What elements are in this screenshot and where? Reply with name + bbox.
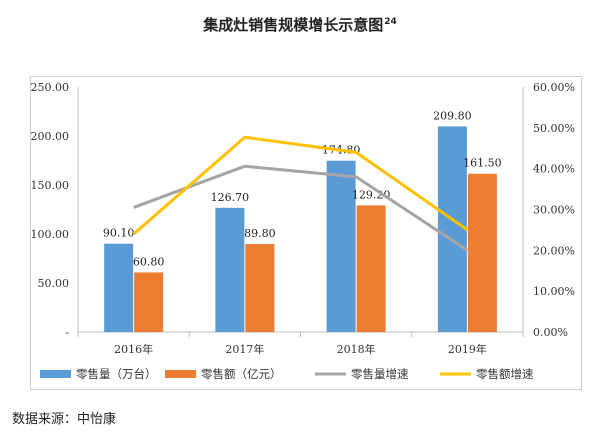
y-left-tick-label: 50.00 [38,277,70,290]
bar-data-label: 89.80 [244,227,276,240]
title-footnote: 24 [384,17,397,27]
y-right-tick-label: 0.00% [533,326,568,339]
bar [467,173,497,332]
legend-swatch [40,370,71,378]
legend-label: 零售量（万台） [76,367,157,381]
bar [437,126,467,332]
bar [326,160,356,332]
y-left-tick-label: 100.00 [31,228,70,241]
x-tick-label: 2016年 [114,342,153,356]
bar [215,207,245,332]
legend-label: 零售量增速 [351,367,409,381]
x-tick-label: 2018年 [337,342,376,356]
bar [245,243,275,332]
x-tick-label: 2019年 [448,342,487,356]
bar-data-label: 209.80 [433,109,472,122]
y-right-tick-label: 30.00% [533,204,575,217]
bar-data-label: 126.70 [211,191,250,204]
y-right-tick-label: 50.00% [533,122,575,135]
bar-data-label: 90.10 [103,227,135,240]
y-right-tick-label: 10.00% [533,285,575,298]
series-line [133,164,469,252]
bar-data-label: 161.50 [463,157,502,170]
y-left-tick-label: 200.00 [31,130,70,143]
bar [134,272,164,332]
y-left-tick-label: - [65,326,69,339]
chart-title: 集成灶销售规模增长示意图24 [203,16,397,34]
series-line [132,135,469,236]
source-note: 数据来源：中怡康 [12,412,117,427]
legend-label: 零售额增速 [476,367,534,381]
legend-label: 零售额（亿元） [201,367,282,381]
y-right-tick-label: 60.00% [533,81,575,94]
legend-swatch [165,370,196,378]
bar-data-label: 60.80 [133,255,165,268]
y-right-tick-label: 20.00% [533,244,575,257]
chart-frame [30,76,582,390]
x-tick-label: 2017年 [225,342,264,356]
y-left-tick-label: 150.00 [31,179,70,192]
bar [356,205,386,332]
y-right-tick-label: 40.00% [533,163,575,176]
y-left-tick-label: 250.00 [31,81,70,94]
bar [104,243,134,332]
